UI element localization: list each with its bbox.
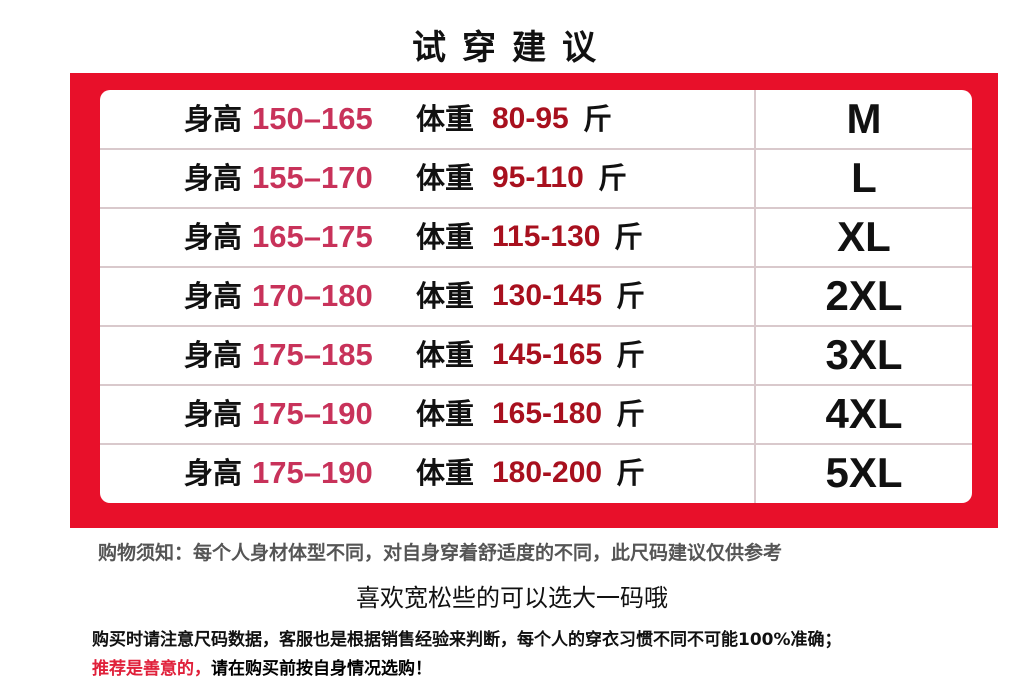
height-range: 175–190 — [252, 455, 373, 490]
size-value: M — [846, 95, 882, 142]
weight-range: 165-180 — [492, 397, 603, 430]
page-title: 试穿建议 — [412, 28, 612, 68]
weight-range: 180-200 — [492, 456, 603, 489]
weight-unit: 斤 — [616, 456, 646, 490]
weight-unit: 斤 — [616, 279, 646, 313]
weight-unit: 斤 — [616, 338, 646, 372]
table-row: 身高 150–165 体重 80-95 斤 M — [100, 90, 972, 150]
weight-range: 130-145 — [492, 279, 603, 312]
weight-range: 115-130 — [492, 220, 601, 253]
height-label: 身高 — [184, 338, 243, 372]
table-row: 身高 175–185 体重 145-165 斤 3XL — [100, 326, 972, 386]
recommend-text: 请在购买前按自身情况选购！ — [211, 659, 432, 679]
recommend-notice: 推荐是善意的，请在购买前按自身情况选购！ — [92, 654, 432, 679]
weight-unit: 斤 — [616, 397, 646, 431]
size-value: 3XL — [825, 331, 903, 378]
weight-unit: 斤 — [598, 161, 628, 195]
table-row: 身高 170–180 体重 130-145 斤 2XL — [100, 267, 972, 327]
size-value: L — [851, 154, 877, 201]
height-range: 165–175 — [252, 219, 373, 254]
table-row: 身高 155–170 体重 95-110 斤 L — [100, 149, 972, 209]
weight-range: 80-95 — [492, 102, 569, 135]
height-range: 175–185 — [252, 337, 373, 372]
table-row: 身高 165–175 体重 115-130 斤 XL — [100, 208, 972, 268]
height-range: 170–180 — [252, 278, 373, 313]
weight-range: 145-165 — [492, 338, 603, 371]
weight-label: 体重 — [416, 220, 475, 254]
height-label: 身高 — [184, 456, 243, 490]
weight-label: 体重 — [416, 161, 475, 195]
height-label: 身高 — [184, 397, 243, 431]
height-label: 身高 — [184, 279, 243, 313]
column-divider — [754, 90, 756, 503]
size-value: XL — [837, 213, 891, 260]
weight-label: 体重 — [416, 102, 475, 136]
shopping-notice: 购物须知：每个人身材体型不同，对自身穿着舒适度的不同，此尺码建议仅供参考 — [98, 542, 783, 564]
weight-range: 95-110 — [492, 161, 584, 194]
weight-label: 体重 — [416, 279, 475, 313]
size-chart-table: 身高 150–165 体重 80-95 斤 M 身高 155–170 体重 95-110 斤 L 身高 1… — [100, 90, 972, 503]
size-chart-frame: 身高 150–165 体重 80-95 斤 M 身高 155–170 体重 95-110 斤 L 身高 1… — [70, 73, 998, 528]
height-range: 155–170 — [252, 160, 373, 195]
weight-label: 体重 — [416, 397, 475, 431]
table-row: 身高 175–190 体重 165-180 斤 4XL — [100, 385, 972, 445]
weight-unit: 斤 — [583, 102, 613, 136]
height-label: 身高 — [184, 220, 243, 254]
weight-label: 体重 — [416, 456, 475, 490]
loose-fit-tip: 喜欢宽松些的可以选大一码哦 — [356, 584, 668, 612]
weight-label: 体重 — [416, 338, 475, 372]
weight-unit: 斤 — [614, 220, 644, 254]
recommend-highlight: 推荐是善意的， — [92, 659, 211, 679]
height-label: 身高 — [184, 102, 243, 136]
table-row: 身高 175–190 体重 180-200 斤 5XL — [100, 444, 972, 502]
size-value: 2XL — [825, 272, 903, 319]
accuracy-notice: 购买时请注意尺码数据，客服也是根据销售经验来判断，每个人的穿衣习惯不同不可能10… — [92, 630, 842, 650]
height-range: 175–190 — [252, 396, 373, 431]
size-value: 4XL — [825, 390, 903, 437]
height-range: 150–165 — [252, 101, 373, 136]
size-value: 5XL — [825, 449, 903, 496]
height-label: 身高 — [184, 161, 243, 195]
